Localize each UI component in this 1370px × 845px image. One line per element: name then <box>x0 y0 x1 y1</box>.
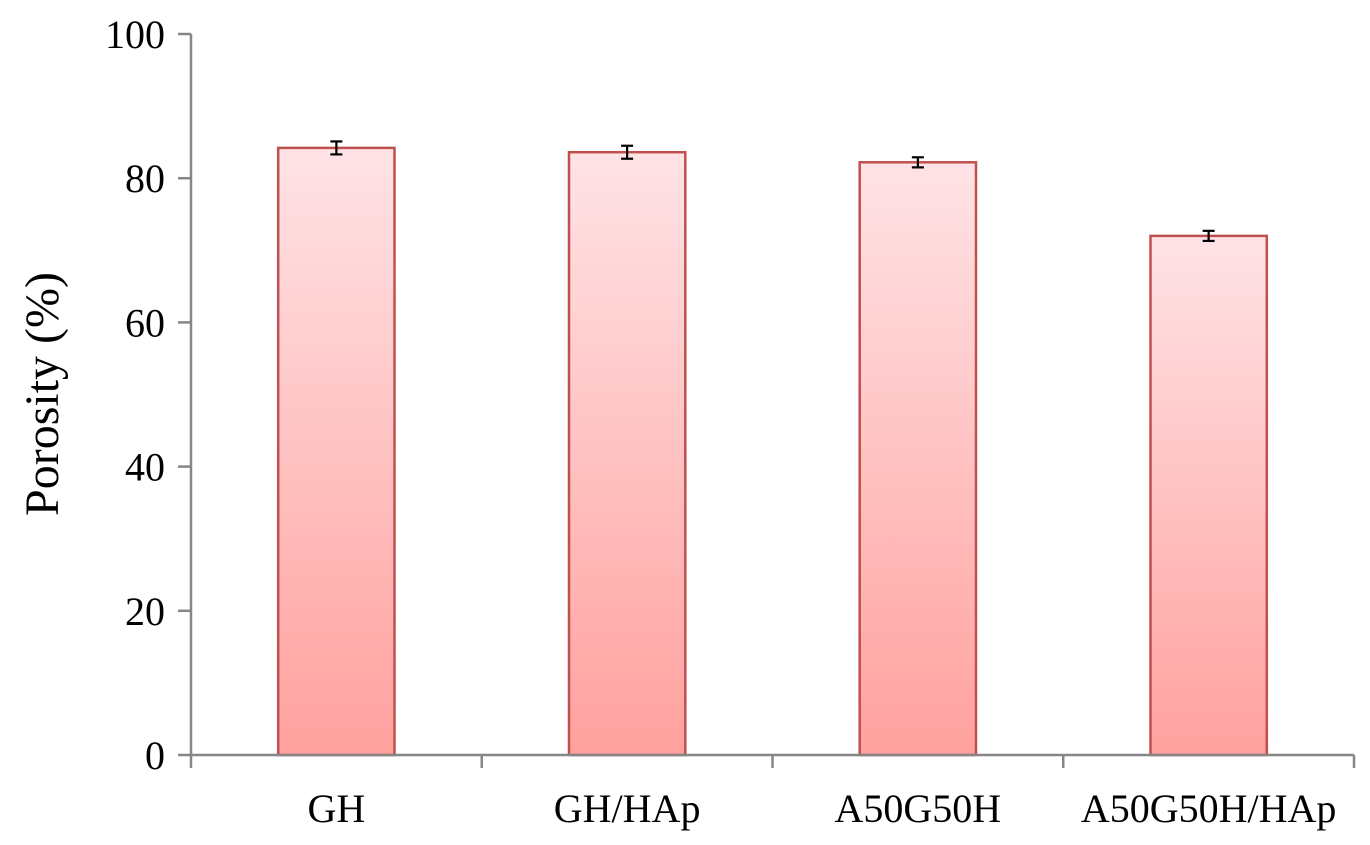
x-tick-label-gh-hap: GH/HAp <box>554 786 701 831</box>
y-tick-label-20: 20 <box>125 589 165 634</box>
y-tick-label-40: 40 <box>125 445 165 490</box>
y-axis-title: Porosity (%) <box>16 272 69 516</box>
error-bar-gh-hap <box>621 144 634 160</box>
error-bar-a50g50h <box>911 156 924 169</box>
bar-a50g50h <box>858 161 978 757</box>
y-tick-label-0: 0 <box>145 733 165 778</box>
y-tick-label-60: 60 <box>125 300 165 345</box>
y-tick-labels: 0 20 40 60 80 100 <box>105 12 165 778</box>
y-tick-label-100: 100 <box>105 12 165 57</box>
error-bars <box>330 140 1215 243</box>
bar-gh <box>276 146 396 757</box>
axes <box>178 32 1356 768</box>
x-tick-labels: GH GH/HAp A50G50H A50G50H/HAp <box>307 786 1336 831</box>
y-tick-label-80: 80 <box>125 156 165 201</box>
bars <box>276 146 1269 757</box>
error-bar-gh <box>330 140 343 156</box>
bar-a50g50h-hap <box>1149 234 1269 757</box>
x-tick-label-gh: GH <box>307 786 365 831</box>
error-bar-a50g50h-hap <box>1202 229 1215 243</box>
bar-gh-hap <box>567 150 687 757</box>
x-tick-label-a50g50h-hap: A50G50H/HAp <box>1081 786 1337 831</box>
x-tick-label-a50g50h: A50G50H <box>835 786 1002 831</box>
